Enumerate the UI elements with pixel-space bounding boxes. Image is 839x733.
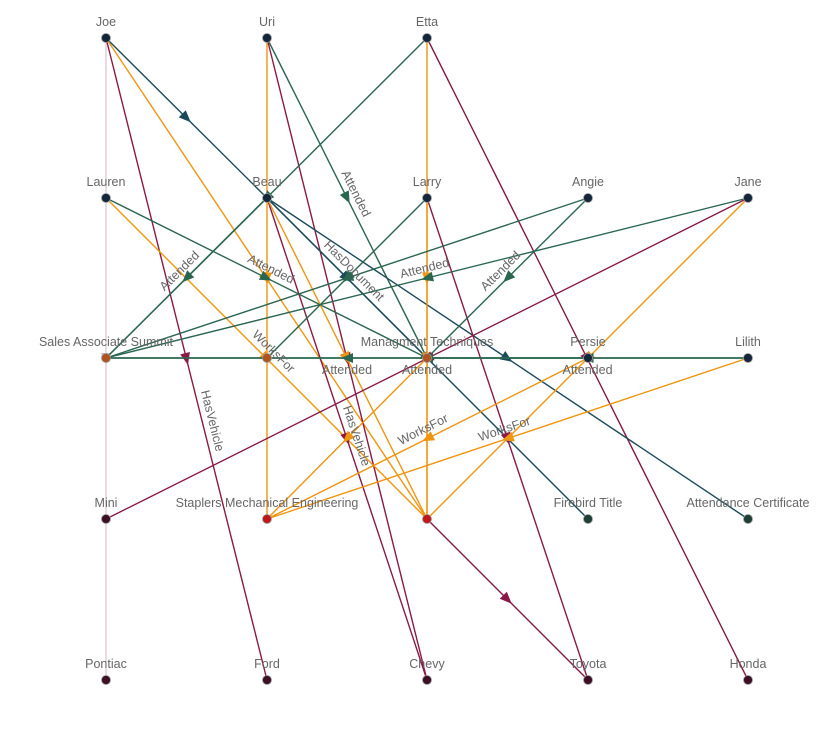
node-dot[interactable] [101,193,111,203]
edge-label: Attended [322,363,372,377]
node-label: Joe [96,15,116,29]
node-label: Staplers Mechanical Engineering [176,496,359,510]
node-larry[interactable]: Larry [413,175,442,203]
node-dot[interactable] [422,675,432,685]
node-dot[interactable] [743,514,753,524]
node-mgmt[interactable]: Managment Techniques [361,335,494,363]
arrow-head-icon [341,271,355,281]
arrow-head-icon [499,351,513,362]
node-dot[interactable] [743,353,753,363]
node-etta[interactable]: Etta [416,15,438,43]
node-dot[interactable] [583,514,593,524]
node-label: Toyota [570,657,607,671]
arrow-head-icon [422,431,436,442]
node-label: Lauren [87,175,126,189]
node-beau[interactable]: Beau [252,175,282,203]
node-pontiac[interactable]: Pontiac [85,657,127,685]
node-label: Firebird Title [554,496,623,510]
node-label: Uri [259,15,275,29]
node-ford[interactable]: Ford [254,657,280,685]
edge-label: Attended [562,363,612,377]
node-label: Pontiac [85,657,127,671]
node-label: Mini [95,496,118,510]
node-dot[interactable] [101,514,111,524]
node-dot[interactable] [583,353,593,363]
arrow-head-icon [180,351,190,365]
node-dot[interactable] [262,353,272,363]
node-label: Ford [254,657,280,671]
node-dot[interactable] [422,514,432,524]
arrow-head-icon [178,110,191,123]
node-persie[interactable]: Persie [570,335,606,363]
node-label: Larry [413,175,442,189]
node-chevy[interactable]: Chevy [409,657,445,685]
arrow-head-icon [503,270,516,283]
node-attcert[interactable]: Attendance Certificate [687,496,810,524]
node-dot[interactable] [743,675,753,685]
edges [101,37,749,681]
node-dot[interactable] [262,193,272,203]
node-label: Managment Techniques [361,335,494,349]
node-dot[interactable] [262,33,272,43]
node-dot[interactable] [422,33,432,43]
node-mini[interactable]: Mini [95,496,118,524]
node-label: Beau [252,175,281,189]
nodes: Joe Uri Etta Lauren Beau Larry Angie Jane Sales … [39,15,810,685]
node-dot[interactable] [422,193,432,203]
edge-label: WorksFor [396,411,450,448]
edge-label: Attended [245,252,296,287]
node-dot[interactable] [422,353,432,363]
node-sas[interactable]: Sales Associate Summit [39,335,174,363]
arrow-head-icon [421,271,435,282]
node-label: Jane [734,175,761,189]
node-org2[interactable] [422,514,432,524]
node-jane[interactable]: Jane [734,175,762,203]
node-dot[interactable] [583,193,593,203]
arrow-head-icon [182,270,195,283]
edge-label: Attended [478,248,523,293]
node-label: Angie [572,175,604,189]
node-firebird[interactable]: Firebird Title [554,496,623,524]
node-dot[interactable] [743,193,753,203]
node-event2[interactable] [262,353,272,363]
node-lauren[interactable]: Lauren [87,175,126,203]
node-lilith[interactable]: Lilith [735,335,761,363]
node-joe[interactable]: Joe [96,15,116,43]
node-label: Chevy [409,657,445,671]
arrow-head-icon [342,430,355,443]
node-dot[interactable] [101,353,111,363]
node-dot[interactable] [262,514,272,524]
edge-label: Attended [402,363,452,377]
node-angie[interactable]: Angie [572,175,604,203]
node-dot[interactable] [101,675,111,685]
node-label: Etta [416,15,438,29]
node-staplers[interactable]: Staplers Mechanical Engineering [176,496,359,524]
node-label: Sales Associate Summit [39,335,174,349]
node-label: Honda [730,657,767,671]
node-uri[interactable]: Uri [259,15,275,43]
node-label: Lilith [735,335,761,349]
node-honda[interactable]: Honda [730,657,767,685]
arrow-head-icon [258,270,272,281]
arrow-head-icon [501,431,515,442]
arrow-head-icon [499,591,512,604]
node-label: Persie [570,335,605,349]
node-dot[interactable] [101,33,111,43]
node-dot[interactable] [262,675,272,685]
node-label: Attendance Certificate [687,496,810,510]
node-toyota[interactable]: Toyota [570,657,607,685]
node-dot[interactable] [583,675,593,685]
